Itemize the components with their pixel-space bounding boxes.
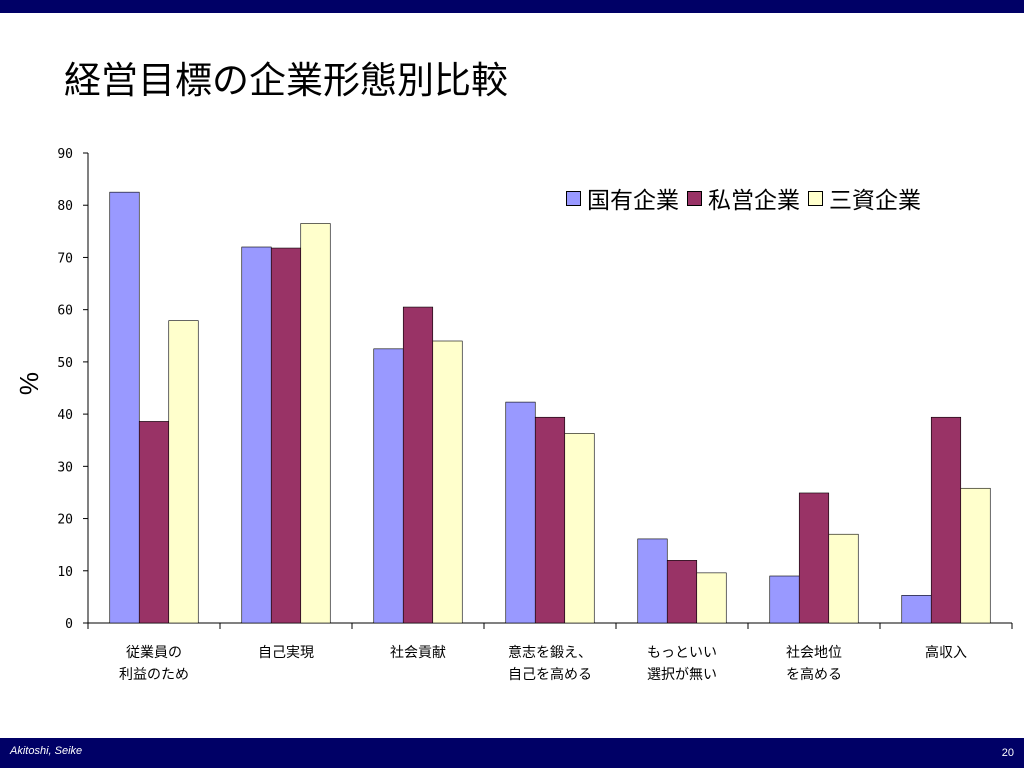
- bar: [300, 223, 331, 624]
- legend-swatch-private: [687, 190, 702, 206]
- bar: [828, 533, 859, 624]
- legend-item-private: 私営企業: [687, 181, 800, 215]
- bar: [109, 191, 140, 624]
- legend-label-state-owned: 国有企業: [587, 188, 679, 214]
- bar: [666, 560, 698, 624]
- y-tick-label: 90: [57, 147, 73, 162]
- y-tick-label: 0: [65, 617, 73, 632]
- y-tick-label: 40: [57, 408, 73, 423]
- x-tick-label: 社会貢献: [390, 645, 446, 661]
- bar: [373, 348, 404, 624]
- footer-bar: Akitoshi, Seike 20: [0, 738, 1024, 768]
- x-tick-label: 自己実現: [258, 645, 314, 661]
- category-labels: 従業員の利益のため 自己実現 社会貢献 意志を鍛え、自己を高める もっといい選択が無い 社…: [119, 644, 967, 683]
- bar: [270, 247, 302, 624]
- x-tick-label: 従業員の利益のため: [119, 645, 189, 683]
- page-number: 20: [1001, 747, 1014, 759]
- y-tick-label: 30: [57, 460, 73, 475]
- bar: [402, 306, 434, 624]
- bar: [960, 487, 991, 624]
- x-tick-label: 高収入: [925, 644, 967, 661]
- bar: [696, 572, 727, 624]
- bar: [901, 595, 932, 624]
- legend-label-private: 私営企業: [708, 188, 800, 214]
- bar: [564, 433, 595, 624]
- bar: [798, 492, 830, 624]
- legend-item-foreign-invested: 三資企業: [808, 181, 921, 215]
- bars: [109, 191, 991, 624]
- y-tick-label: 20: [57, 513, 73, 528]
- legend-swatch-state-owned: [566, 190, 581, 206]
- x-tick-label: もっといい選択が無い: [647, 645, 717, 683]
- x-tick-label: 意志を鍛え、自己を高める: [508, 644, 592, 683]
- y-axis: 0 10 20 30 40 50 60 70 80 90: [57, 147, 89, 632]
- x-axis: [87, 622, 1013, 629]
- bar: [637, 538, 668, 624]
- bar: [505, 401, 536, 624]
- bar: [138, 421, 170, 624]
- x-tick-label: 社会地位を高める: [786, 645, 842, 683]
- bar: [241, 246, 272, 624]
- bar: [930, 416, 962, 624]
- bar: [432, 340, 463, 624]
- y-tick-label: 10: [57, 565, 73, 580]
- y-tick-label: 60: [57, 304, 73, 319]
- top-band: [0, 0, 1024, 13]
- legend-label-foreign-invested: 三資企業: [829, 188, 921, 214]
- y-tick-label: 80: [57, 199, 73, 214]
- y-tick-label: 50: [57, 356, 73, 371]
- bar: [769, 575, 800, 624]
- legend-item-state-owned: 国有企業: [566, 181, 679, 215]
- y-axis-unit-label: %: [14, 371, 45, 396]
- chart-legend: 国有企業 私営企業 三資企業: [566, 181, 929, 215]
- bar: [168, 320, 199, 624]
- footer-author: Akitoshi, Seike: [10, 745, 83, 757]
- bar: [534, 416, 566, 624]
- y-tick-label: 70: [57, 251, 73, 266]
- slide-title: 経営目標の企業形態別比較: [64, 59, 508, 102]
- legend-swatch-foreign-invested: [808, 190, 823, 206]
